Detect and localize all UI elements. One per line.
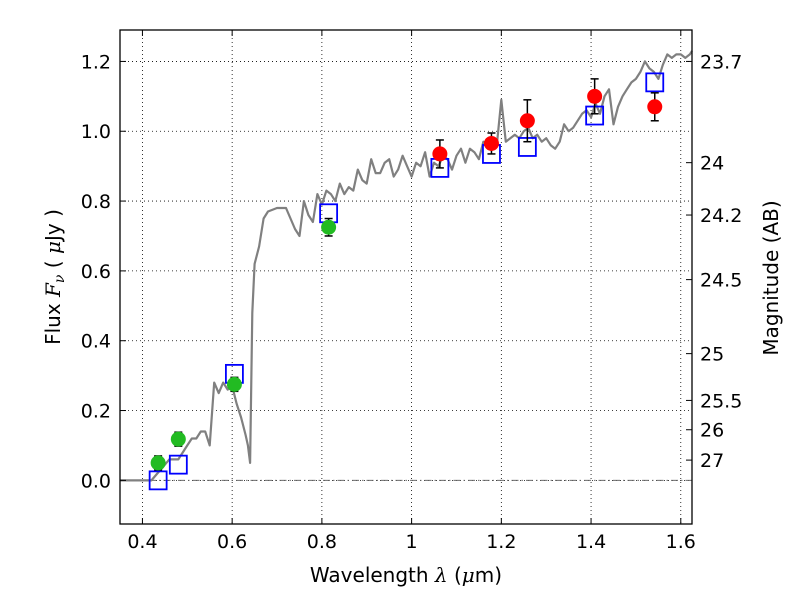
red-observed-point — [647, 99, 663, 115]
magnitude-tick-label: 26 — [700, 420, 724, 442]
blue-model-square — [645, 72, 665, 93]
y-tick-label: 1.2 — [81, 51, 111, 73]
blue-model-square — [168, 454, 188, 475]
blue-model-square — [148, 470, 168, 491]
model-spectrum-line — [120, 50, 693, 482]
y-tick-labels: 0.0 0.2 0.4 0.6 0.8 1.0 1.2 — [81, 51, 111, 492]
y-tick-label: 0.8 — [81, 191, 111, 213]
red-observed-point — [519, 113, 535, 129]
x-tick-label: 0.6 — [217, 531, 247, 553]
magnitude-tick-label: 24 — [700, 153, 724, 175]
tick-marks — [120, 30, 692, 524]
y-tick-label: 0.4 — [81, 331, 111, 353]
plot-frame — [119, 29, 693, 525]
y-axis-label: Flux Fν ( μJy ) — [41, 209, 68, 345]
blue-model-layer — [148, 72, 665, 491]
magnitude-tick-labels: 23.7 24 24.2 24.5 25 25.5 26 27 — [700, 51, 742, 472]
x-tick-label: 0.4 — [127, 531, 157, 553]
magnitude-tick-label: 24.5 — [700, 270, 742, 292]
y-tick-label: 0.6 — [81, 261, 111, 283]
red-observed-point — [483, 135, 499, 151]
green-observed-point — [321, 219, 337, 235]
magnitude-tick-label: 25 — [700, 344, 724, 366]
magnitude-tick-label: 23.7 — [700, 51, 742, 73]
y-tick-label: 0.0 — [81, 470, 111, 492]
model-spectrum-layer — [120, 50, 693, 482]
x-tick-label: 1.6 — [666, 531, 696, 553]
x-tick-label: 0.8 — [307, 531, 337, 553]
magnitude-tick-label: 25.5 — [700, 390, 742, 412]
x-tick-label: 1.4 — [576, 531, 606, 553]
x-axis-label: Wavelength λ (μm) — [310, 563, 502, 587]
magnitude-tick-label: 24.2 — [700, 205, 742, 227]
red-observed-point — [587, 88, 603, 104]
red-observed-point — [432, 146, 448, 162]
x-tick-labels: 0.4 0.6 0.8 1 1.2 1.4 1.6 — [127, 531, 696, 553]
magnitude-tick-label: 27 — [700, 450, 724, 472]
x-tick-label: 1 — [406, 531, 418, 553]
green-observed-point — [150, 455, 166, 471]
x-tick-label: 1.2 — [486, 531, 516, 553]
observed-points-layer — [150, 78, 663, 471]
y-tick-label: 0.2 — [81, 401, 111, 423]
y2-axis-label: Magnitude (AB) — [759, 200, 783, 355]
green-observed-point — [170, 431, 186, 447]
y-tick-label: 1.0 — [81, 121, 111, 143]
grid-lines — [120, 30, 692, 524]
green-observed-point — [226, 376, 242, 392]
